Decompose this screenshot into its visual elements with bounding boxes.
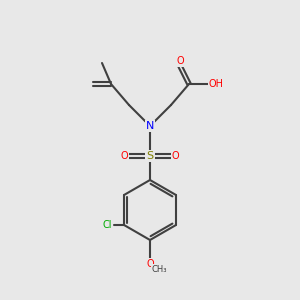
Text: O: O [176, 56, 184, 67]
Text: Cl: Cl [103, 220, 112, 230]
Text: N: N [146, 121, 154, 131]
Text: OH: OH [208, 79, 224, 89]
Text: O: O [146, 259, 154, 269]
Text: S: S [146, 151, 154, 161]
Text: O: O [121, 151, 128, 161]
Text: CH₃: CH₃ [152, 265, 167, 274]
Text: O: O [172, 151, 179, 161]
